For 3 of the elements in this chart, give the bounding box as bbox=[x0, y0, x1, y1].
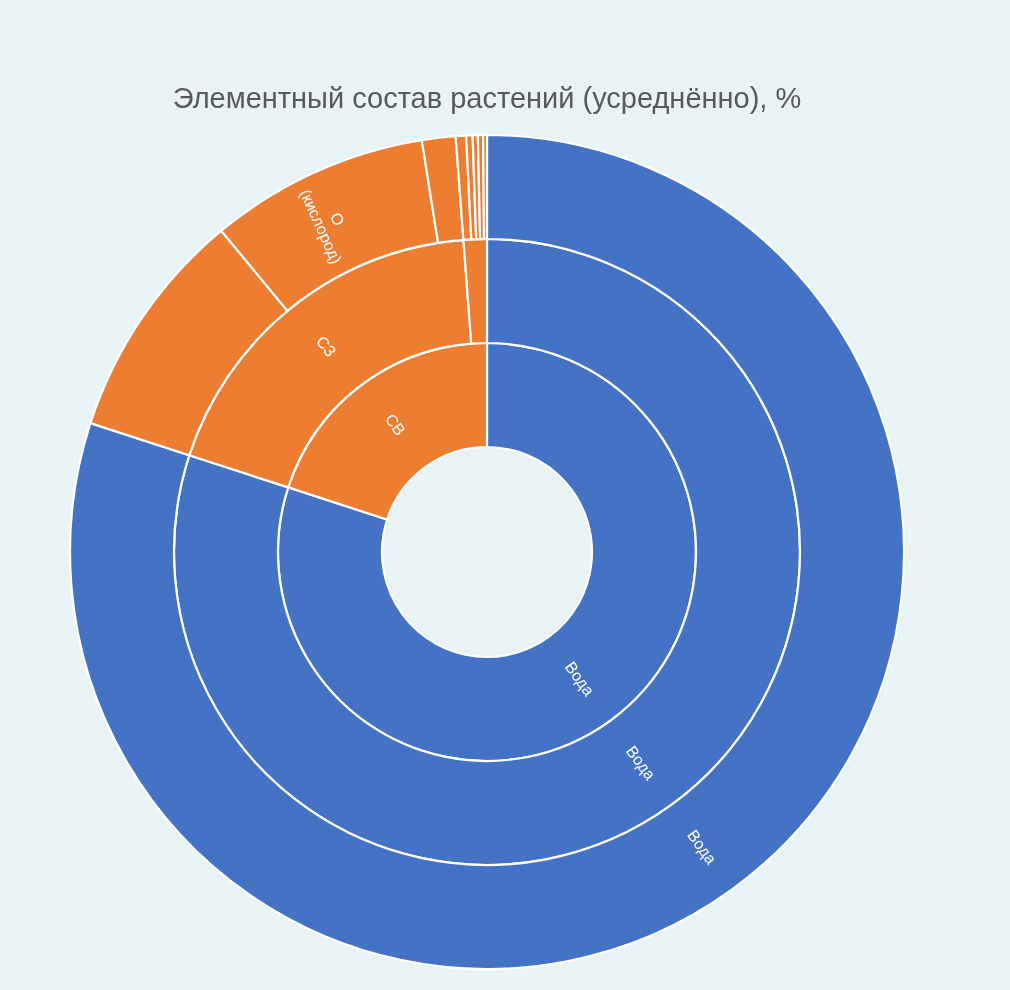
data-label: СВ bbox=[381, 410, 409, 439]
data-label: СЗ bbox=[312, 332, 340, 360]
chart-title: Элементный состав растений (усреднённо), % bbox=[172, 82, 802, 114]
